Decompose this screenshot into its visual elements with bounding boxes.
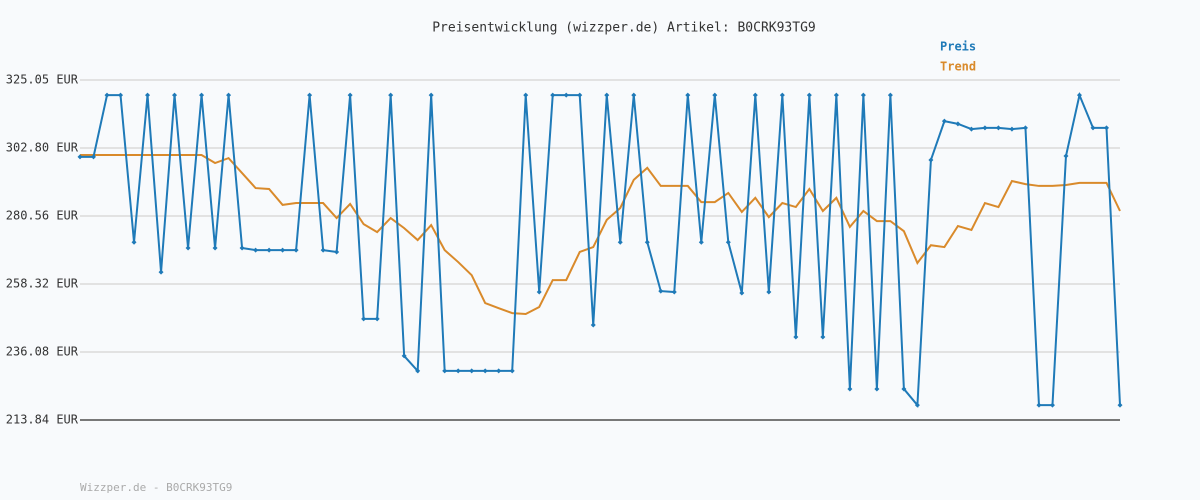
point-marker	[698, 239, 704, 245]
point-marker	[671, 289, 677, 295]
point-marker	[509, 368, 515, 374]
point-marker	[833, 92, 839, 98]
point-marker	[550, 92, 556, 98]
y-tick-label: 258.32 EUR	[6, 277, 79, 291]
point-marker	[968, 126, 974, 132]
y-tick-label: 325.05 EUR	[6, 73, 79, 87]
point-marker	[293, 247, 299, 253]
point-marker	[1103, 125, 1109, 131]
point-marker	[820, 334, 826, 340]
point-marker	[469, 368, 475, 374]
point-marker	[145, 92, 151, 98]
point-marker	[199, 92, 205, 98]
point-marker	[415, 368, 421, 374]
point-marker	[226, 92, 232, 98]
point-marker	[320, 247, 326, 253]
point-marker	[860, 92, 866, 98]
point-marker	[590, 322, 596, 328]
point-marker	[104, 92, 110, 98]
point-marker	[482, 368, 488, 374]
point-marker	[239, 245, 245, 251]
point-marker	[158, 269, 164, 275]
point-marker	[455, 368, 461, 374]
series-line	[80, 154, 1121, 316]
point-marker	[428, 92, 434, 98]
point-marker	[401, 353, 407, 359]
point-marker	[1117, 402, 1123, 408]
point-marker	[928, 157, 934, 163]
point-marker	[523, 92, 529, 98]
point-marker	[847, 386, 853, 392]
point-marker	[118, 92, 124, 98]
point-marker	[1022, 125, 1028, 131]
point-marker	[1049, 402, 1055, 408]
point-marker	[887, 92, 893, 98]
legend-entry: Preis	[940, 40, 976, 54]
point-marker	[1036, 402, 1042, 408]
point-marker	[982, 125, 988, 131]
y-tick-label: 236.08 EUR	[6, 345, 79, 359]
point-marker	[536, 289, 542, 295]
y-tick-label: 213.84 EUR	[6, 413, 79, 427]
point-marker	[307, 92, 313, 98]
point-marker	[172, 92, 178, 98]
point-marker	[347, 92, 353, 98]
point-marker	[955, 121, 961, 127]
point-marker	[995, 125, 1001, 131]
point-marker	[941, 118, 947, 124]
point-marker	[496, 368, 502, 374]
point-marker	[1063, 153, 1069, 159]
point-marker	[685, 92, 691, 98]
legend-entry: Trend	[940, 60, 976, 74]
point-marker	[644, 239, 650, 245]
point-marker	[752, 92, 758, 98]
point-marker	[739, 290, 745, 296]
point-marker	[388, 92, 394, 98]
y-tick-label: 302.80 EUR	[6, 141, 79, 155]
point-marker	[766, 289, 772, 295]
point-marker	[712, 92, 718, 98]
point-marker	[253, 247, 259, 253]
point-marker	[1009, 126, 1015, 132]
point-marker	[1090, 125, 1096, 131]
point-marker	[77, 154, 83, 160]
point-marker	[631, 92, 637, 98]
point-marker	[658, 288, 664, 294]
point-marker	[914, 402, 920, 408]
point-marker	[334, 249, 340, 255]
point-marker	[725, 239, 731, 245]
series-line	[80, 91, 1121, 408]
point-marker	[266, 247, 272, 253]
point-marker	[442, 368, 448, 374]
point-marker	[374, 316, 380, 322]
point-marker	[577, 92, 583, 98]
point-marker	[563, 92, 569, 98]
point-marker	[185, 245, 191, 251]
y-tick-label: 280.56 EUR	[6, 209, 79, 223]
point-marker	[793, 334, 799, 340]
point-marker	[280, 247, 286, 253]
point-marker	[779, 92, 785, 98]
point-marker	[604, 92, 610, 98]
point-marker	[361, 316, 367, 322]
point-marker	[91, 154, 97, 160]
point-marker	[1076, 92, 1082, 98]
footer: Wizzper.de - B0CRK93TG9	[80, 481, 232, 494]
point-marker	[806, 92, 812, 98]
point-marker	[617, 239, 623, 245]
point-marker	[901, 386, 907, 392]
point-marker	[131, 239, 137, 245]
point-marker	[212, 245, 218, 251]
chart-title: Preisentwicklung (wizzper.de) Artikel: B…	[432, 21, 816, 36]
point-marker	[874, 386, 880, 392]
